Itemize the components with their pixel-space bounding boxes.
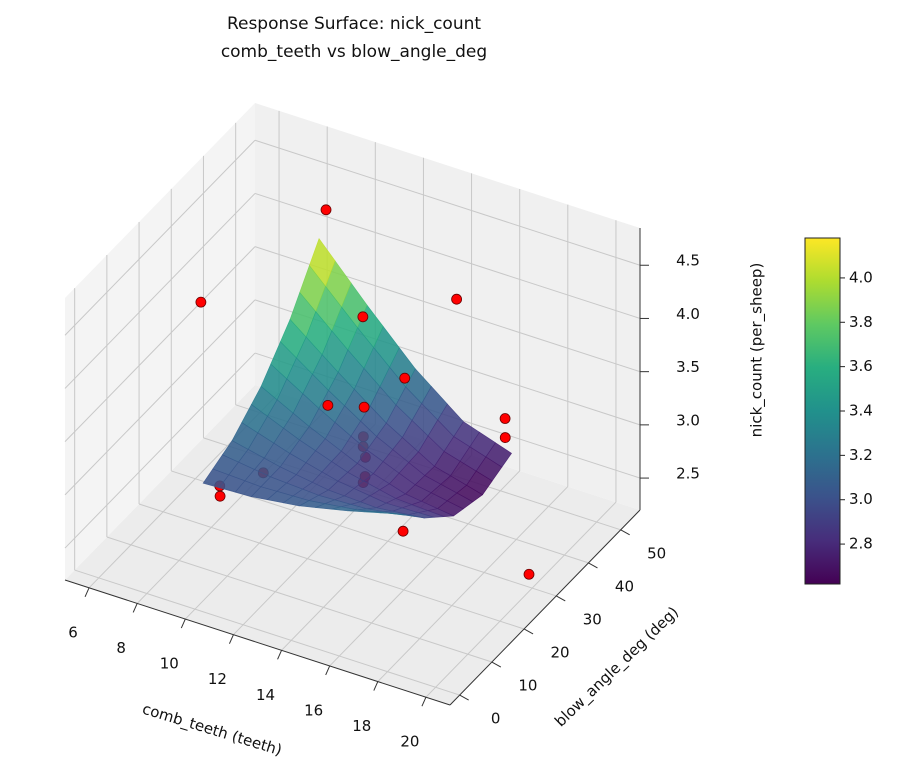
- grid-line: [377, 486, 569, 682]
- x-tick-label: 6: [68, 623, 78, 641]
- x-tick-label: 16: [304, 701, 323, 719]
- z-axis-label: nick_count (per_sheep): [748, 263, 767, 438]
- y-tick: [588, 562, 598, 569]
- x-tick: [228, 634, 234, 644]
- y-axis-line: [449, 509, 641, 706]
- z-tick-label: 3.5: [676, 358, 700, 376]
- x-axis-line: [64, 579, 451, 706]
- grid-line: [64, 139, 256, 336]
- surface-patch: [379, 512, 406, 516]
- grid-line: [106, 536, 493, 663]
- data-point: [523, 568, 535, 580]
- grid-line: [64, 299, 256, 496]
- colorbar-tick-label: 4.0: [849, 268, 873, 286]
- x-tick-label: 10: [160, 655, 179, 673]
- data-point: [214, 490, 226, 502]
- data-point: [399, 372, 411, 384]
- x-tick: [132, 603, 138, 613]
- data-point: [322, 399, 334, 411]
- data-point: [499, 432, 511, 443]
- y-tick-label: 50: [647, 544, 666, 562]
- colorbar-tick-label: 3.0: [849, 490, 873, 508]
- y-tick: [556, 595, 566, 602]
- grid-line: [74, 569, 460, 696]
- z-tick-label: 4.5: [676, 252, 700, 270]
- chart-subtitle: comb_teeth vs blow_angle_deg: [221, 42, 487, 62]
- data-point: [195, 296, 207, 308]
- chart-title: Response Surface: nick_count: [227, 14, 481, 34]
- y-tick: [491, 661, 502, 668]
- y-tick-label: 10: [518, 677, 537, 695]
- y-tick: [523, 628, 534, 635]
- x-tick-label: 12: [208, 670, 227, 688]
- y-tick-label: 20: [551, 643, 570, 661]
- data-point: [499, 413, 511, 424]
- x-tick: [325, 665, 331, 676]
- y-tick-label: 30: [583, 610, 602, 628]
- data-point: [358, 401, 370, 413]
- y-tick-label: 0: [491, 710, 501, 728]
- x-axis-label: comb_teeth (teeth): [140, 700, 284, 761]
- x-tick: [180, 618, 186, 629]
- colorbar-tick-label: 3.4: [849, 402, 873, 420]
- grid-line: [425, 501, 617, 698]
- y-tick-label: 40: [615, 577, 634, 595]
- data-point: [397, 525, 409, 537]
- colorbar-tick-label: 2.8: [849, 535, 873, 553]
- grid-line: [138, 503, 525, 630]
- x-tick-label: 18: [352, 717, 371, 735]
- x-tick: [277, 650, 283, 660]
- z-tick-label: 4.0: [676, 305, 700, 323]
- x-tick-label: 14: [256, 686, 275, 704]
- x-tick: [373, 681, 379, 691]
- grid-line: [254, 139, 641, 266]
- data-point: [357, 311, 369, 323]
- colorbar: [804, 237, 841, 585]
- grid-line: [329, 470, 521, 667]
- x-tick-label: 20: [400, 733, 419, 751]
- z-tick-label: 2.5: [676, 465, 700, 483]
- z-tick-label: 3.0: [676, 411, 700, 429]
- x-tick: [421, 696, 427, 707]
- data-point: [320, 204, 332, 216]
- data-point: [451, 293, 463, 305]
- grid-line: [64, 193, 256, 389]
- colorbar-tick-label: 3.8: [849, 313, 873, 331]
- grid-line: [64, 246, 256, 443]
- x-tick-label: 8: [116, 639, 126, 657]
- y-axis-label: blow_angle_deg (deg): [551, 603, 683, 731]
- x-tick: [84, 587, 90, 598]
- left-pane: [65, 103, 255, 580]
- colorbar-tick-label: 3.6: [849, 357, 873, 375]
- y-tick: [620, 529, 630, 536]
- grid-line: [254, 192, 641, 319]
- y-tick: [459, 694, 469, 701]
- colorbar-tick-label: 3.2: [849, 446, 873, 464]
- grid-line: [64, 352, 256, 549]
